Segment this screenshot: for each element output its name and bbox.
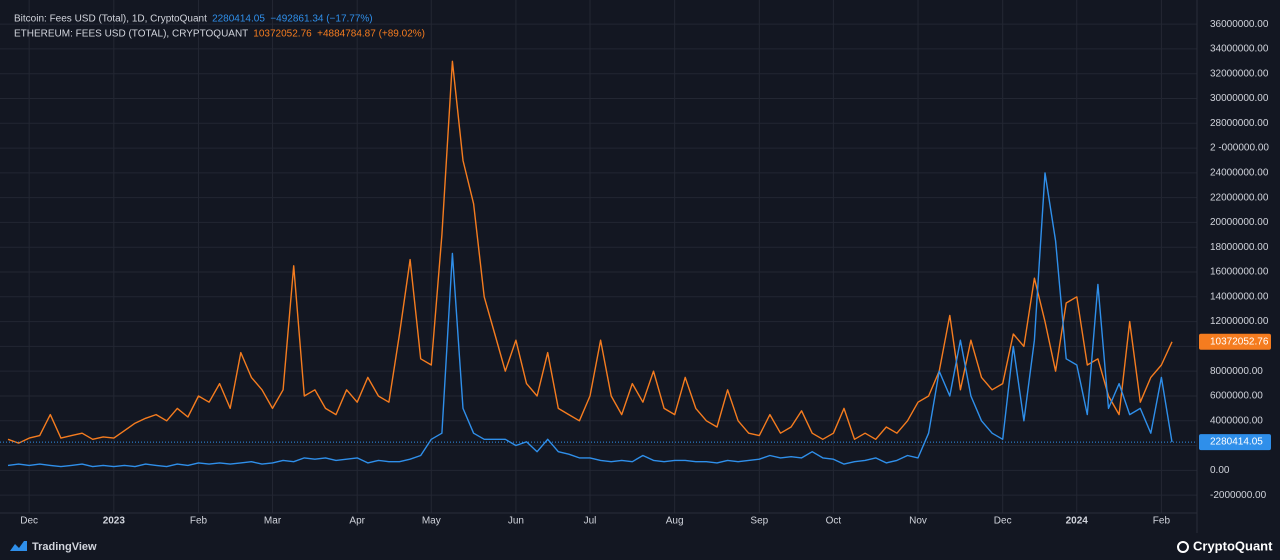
x-tick-label: Dec <box>994 516 1012 527</box>
last-value-label: 10372052.76 <box>1210 336 1269 347</box>
y-tick-label: 24000000.00 <box>1210 167 1269 178</box>
x-tick-label: Jun <box>508 516 524 527</box>
tradingview-logo <box>10 541 27 551</box>
footer <box>0 533 1280 560</box>
tradingview-text: TradingView <box>32 541 97 553</box>
y-tick-label: 14000000.00 <box>1210 291 1269 302</box>
y-tick-label: 0.00 <box>1210 465 1230 476</box>
lines <box>0 60 1197 468</box>
last-value-badge <box>1199 333 1271 350</box>
y-tick-label: 34000000.00 <box>1210 44 1269 55</box>
y-tick-label: 36000000.00 <box>1210 19 1269 30</box>
last-value-label: 2280414.05 <box>1210 437 1263 448</box>
axis: -2000000.000.002000000.004000000.0060000… <box>0 0 1271 533</box>
legend-btc-name: Bitcoin: Fees USD (Total), 1D, CryptoQua… <box>14 14 207 25</box>
x-tick-label: Oct <box>826 516 842 527</box>
y-tick-label: 8000000.00 <box>1210 366 1263 377</box>
x-tick-label: Feb <box>1153 516 1171 527</box>
legend-btc-last: 2280414.05 <box>212 14 265 25</box>
x-tick-label: 2024 <box>1066 516 1089 527</box>
cryptoquant-logo <box>1177 541 1189 553</box>
x-tick-label: Dec <box>20 516 38 527</box>
x-tick-label: Nov <box>909 516 927 527</box>
y-tick-label: -2000000.00 <box>1210 490 1267 501</box>
y-tick-label: 28000000.00 <box>1210 118 1269 129</box>
series-line <box>7 172 1173 468</box>
series-line <box>7 60 1173 444</box>
x-tick-label: Sep <box>750 516 768 527</box>
x-tick-label: 2023 <box>103 516 126 527</box>
y-tick-label: 16000000.00 <box>1210 267 1269 278</box>
y-tick-label: 6000000.00 <box>1210 391 1263 402</box>
y-tick-label: 22000000.00 <box>1210 192 1269 203</box>
legend-eth-last: 10372052.76 <box>253 29 312 40</box>
x-tick-label: Mar <box>264 516 282 527</box>
x-tick-label: Aug <box>666 516 684 527</box>
x-tick-label: Jul <box>584 516 597 527</box>
grid <box>0 0 1197 513</box>
y-tick-label: 32000000.00 <box>1210 68 1269 79</box>
legend-btc-change: −492861.34 (−17.77%) <box>270 14 372 25</box>
y-tick-label: 12000000.00 <box>1210 316 1269 327</box>
y-tick-label: 2 -000000.00 <box>1210 143 1269 154</box>
x-tick-label: Apr <box>349 516 365 527</box>
last-value-badge <box>1199 434 1271 451</box>
x-tick-label: Feb <box>190 516 208 527</box>
y-tick-label: 30000000.00 <box>1210 93 1269 104</box>
y-tick-label: 18000000.00 <box>1210 242 1269 253</box>
x-tick-label: May <box>422 516 441 527</box>
cryptoquant-text: CryptoQuant <box>1193 538 1273 553</box>
legend-eth-change: +4884784.87 (+89.02%) <box>317 29 425 40</box>
legend-eth-name: ETHEREUM: FEES USD (TOTAL), CRYPTOQUANT <box>14 29 248 40</box>
y-tick-label: 4000000.00 <box>1210 415 1263 426</box>
y-tick-label: 20000000.00 <box>1210 217 1269 228</box>
